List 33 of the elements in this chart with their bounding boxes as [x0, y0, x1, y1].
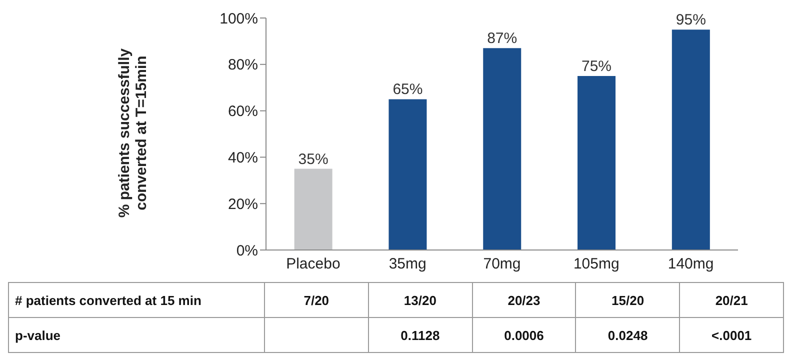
y-tick-label: 80% — [228, 56, 258, 74]
text: 13/20 — [368, 282, 472, 318]
x-tick-label: 70mg — [483, 256, 521, 273]
text: <.0001 — [680, 318, 784, 352]
bar — [388, 99, 427, 250]
y-tick-label: 20% — [228, 196, 258, 213]
data-label: 95% — [676, 12, 706, 29]
bar — [483, 48, 522, 250]
text: p-value — [8, 318, 264, 352]
text: 20/21 — [680, 282, 784, 318]
y-axis-title: % patients successfully converted at T=15min — [116, 47, 150, 220]
data-label: 35% — [298, 150, 328, 168]
text: 7/20 — [264, 282, 368, 318]
data-label: 75% — [582, 58, 612, 75]
text: 0.1128 — [368, 318, 472, 352]
text: 15/20 — [576, 282, 680, 318]
y-tick-label: 0% — [236, 242, 258, 260]
bar — [672, 30, 710, 250]
data-label: 65% — [392, 81, 423, 98]
text: 20/23 — [472, 282, 576, 318]
text: 0.0248 — [576, 318, 680, 352]
y-tick-label: 60% — [228, 103, 258, 120]
x-tick-label: 105mg — [573, 256, 620, 273]
x-tick-label: 35mg — [388, 256, 426, 273]
data-label: 87% — [487, 30, 518, 48]
text: 0.0006 — [472, 318, 576, 352]
y-tick-label: 100% — [220, 10, 258, 28]
x-tick-label: Placebo — [286, 256, 340, 273]
x-tick-label: 140mg — [668, 256, 714, 273]
y-tick-label: 40% — [228, 150, 258, 167]
text: # patients converted at 15 min — [8, 282, 264, 318]
bar — [294, 168, 332, 250]
bar — [578, 76, 616, 250]
